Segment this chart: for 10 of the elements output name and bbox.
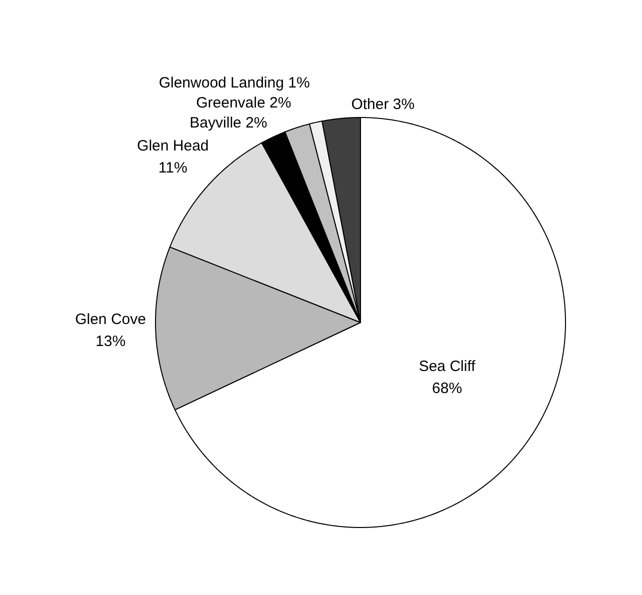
data-label: 11% (158, 160, 188, 177)
slice-label: Sea Cliff (418, 358, 476, 375)
slice-label: Other 3% (351, 96, 415, 113)
data-label: 68% (432, 380, 462, 397)
slice-label: Bayville 2% (190, 114, 268, 132)
data-label: 13% (96, 332, 126, 350)
slice-label: Glen Head (137, 138, 209, 155)
slice-label: Glenwood Landing 1% (158, 74, 310, 92)
slice-label: Glen Cove (75, 310, 146, 328)
slice-label: Greenvale 2% (196, 94, 292, 112)
